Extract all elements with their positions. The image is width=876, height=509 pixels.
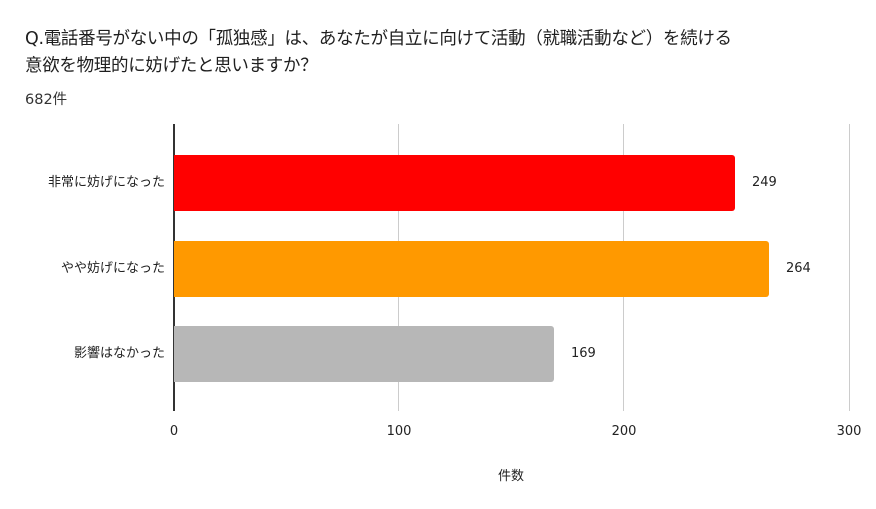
bar-somewhat-hindered[interactable] — [174, 241, 769, 297]
chart-title-line-2: 意欲を物理的に妨げたと思いますか？ — [25, 56, 318, 76]
bar-very-hindered[interactable] — [174, 155, 735, 211]
category-label: 非常に妨げになった — [47, 175, 165, 190]
category-label: 影響はなかった — [73, 346, 165, 361]
x-tick-label: 200 — [611, 424, 637, 439]
y-axis-line — [173, 124, 175, 411]
bar-value-label: 249 — [752, 175, 777, 190]
category-label: やや妨げになった — [60, 261, 165, 276]
bar-value-label: 169 — [571, 346, 596, 361]
bar-no-effect[interactable] — [174, 326, 554, 382]
x-axis-title: 件数 — [497, 469, 525, 484]
chart-title-line-1: Q.電話番号がない中の「孤独感」は、あなたが自立に向けて活動（就職活動など）を続… — [25, 29, 732, 49]
x-tick-label: 100 — [386, 424, 412, 439]
x-tick-label: 300 — [836, 424, 862, 439]
chart-title: Q.電話番号がない中の「孤独感」は、あなたが自立に向けて活動（就職活動など）を続… — [25, 26, 865, 80]
bar-value-label: 264 — [786, 261, 811, 276]
x-tick-label: 0 — [169, 424, 179, 439]
chart-subtitle: 682件 — [25, 92, 68, 108]
gridline-300 — [849, 124, 850, 411]
